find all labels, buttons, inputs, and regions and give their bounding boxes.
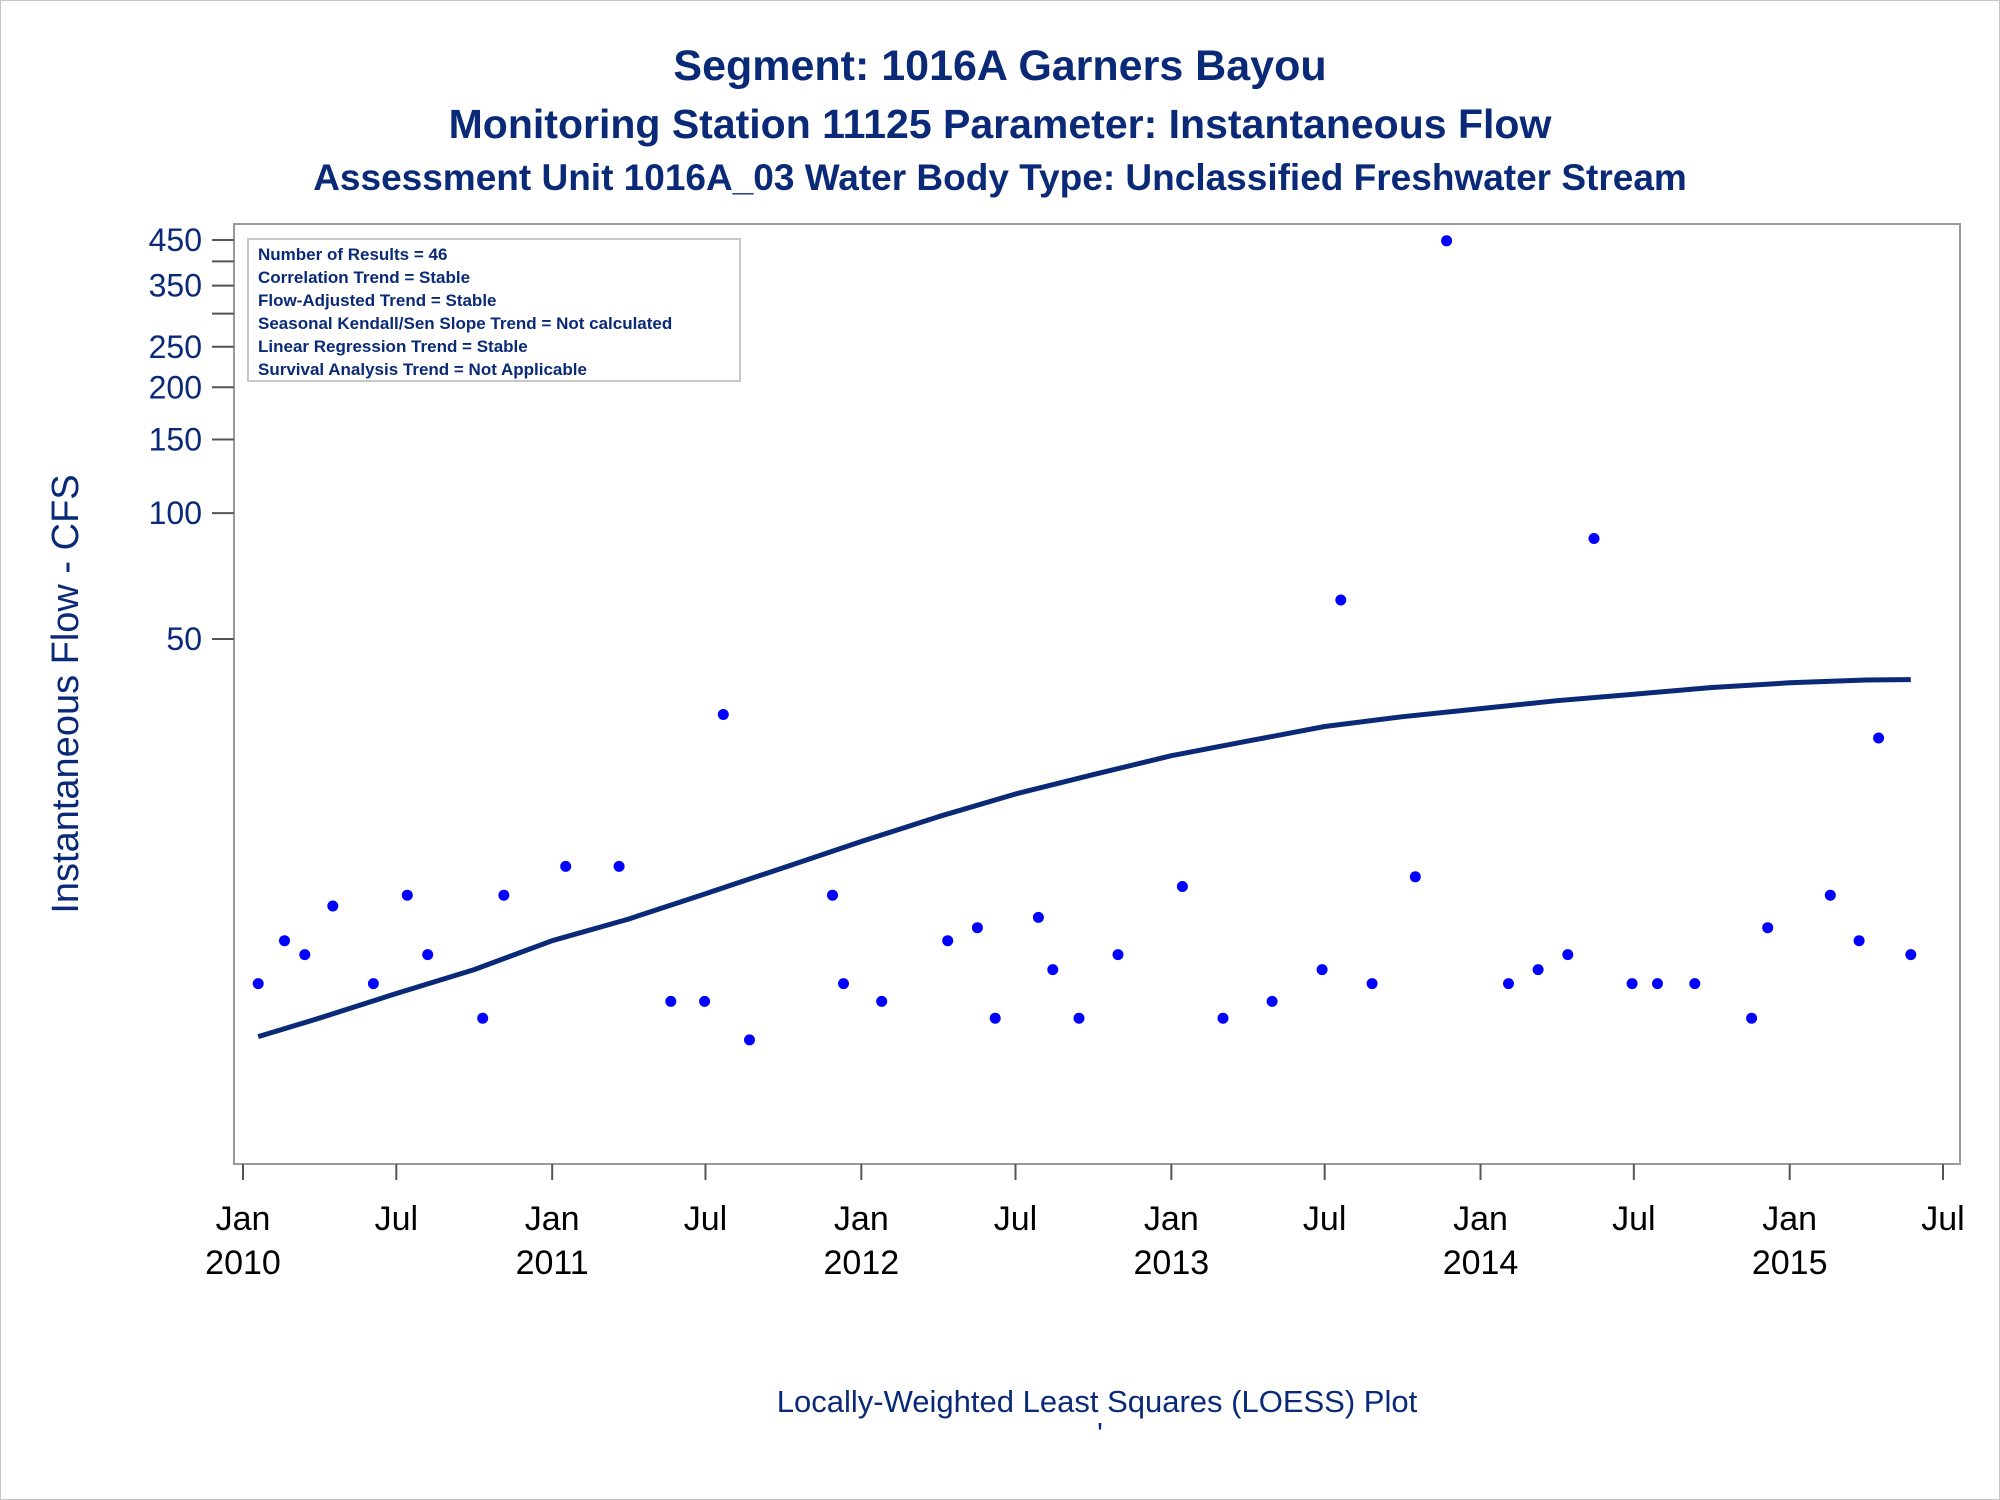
y-axis-label: Instantaneous Flow - CFS xyxy=(45,474,87,913)
data-point xyxy=(876,995,888,1007)
data-point xyxy=(327,900,339,912)
data-point xyxy=(1316,964,1328,976)
data-point xyxy=(1047,964,1059,976)
data-point xyxy=(1532,964,1544,976)
x-tick-month: Jan xyxy=(834,1200,889,1238)
data-point xyxy=(560,860,572,872)
x-tick-month: Jul xyxy=(684,1200,727,1238)
x-tick-year: 2010 xyxy=(205,1244,281,1282)
data-point xyxy=(1266,995,1278,1007)
chart-footnote: Locally-Weighted Least Squares (LOESS) P… xyxy=(777,1384,1418,1419)
data-point xyxy=(1503,978,1514,990)
data-point xyxy=(971,922,983,934)
data-point xyxy=(1366,978,1378,990)
data-point xyxy=(422,949,434,961)
x-tick-year: 2014 xyxy=(1443,1244,1519,1282)
chart-subtitle-2: Assessment Unit 1016A_03 Water Body Type… xyxy=(313,157,1687,198)
x-tick-month: Jul xyxy=(375,1200,418,1238)
stats-line: Survival Analysis Trend = Not Applicable xyxy=(258,360,587,379)
x-tick-month: Jul xyxy=(1921,1200,1964,1238)
x-tick-month: Jan xyxy=(525,1200,580,1238)
x-tick-month: Jul xyxy=(1303,1200,1346,1238)
stats-line: Number of Results = 46 xyxy=(258,245,447,264)
chart-title: Segment: 1016A Garners Bayou xyxy=(673,42,1326,90)
data-point xyxy=(827,889,838,901)
data-point xyxy=(942,935,954,947)
data-point xyxy=(1689,978,1701,990)
y-tick-label: 200 xyxy=(149,369,202,405)
data-point xyxy=(1335,594,1347,606)
stats-box: Number of Results = 46 Correlation Trend … xyxy=(247,238,741,382)
data-point xyxy=(1824,889,1836,901)
data-point xyxy=(401,889,413,901)
y-axis: 450 350 250 200 150 100 50 xyxy=(149,222,234,657)
data-point xyxy=(477,1012,489,1024)
x-tick-month: Jan xyxy=(1144,1200,1199,1238)
data-point xyxy=(1176,881,1188,892)
data-point xyxy=(252,978,264,990)
y-tick-label: 150 xyxy=(149,422,202,458)
data-point xyxy=(1217,1012,1229,1024)
loess-line xyxy=(257,677,1911,1039)
data-point xyxy=(1562,949,1574,961)
y-tick-label: 50 xyxy=(166,621,202,657)
data-point xyxy=(744,1034,755,1046)
loess-layer xyxy=(257,677,1911,1039)
stats-box-border xyxy=(247,238,741,382)
x-tick-year: 2011 xyxy=(516,1244,589,1282)
y-tick-label: 450 xyxy=(149,222,202,258)
data-point xyxy=(498,889,510,901)
stats-line: Flow-Adjusted Trend = Stable xyxy=(258,291,497,310)
data-point xyxy=(613,860,625,872)
data-point xyxy=(1905,949,1917,961)
x-tick-year: 2015 xyxy=(1752,1244,1828,1282)
data-point xyxy=(299,949,311,961)
y-tick-label: 350 xyxy=(149,268,202,304)
data-point xyxy=(1762,922,1774,934)
data-point xyxy=(1746,1012,1758,1024)
data-point xyxy=(1626,978,1638,990)
x-tick-month: Jul xyxy=(1612,1200,1655,1238)
data-point xyxy=(699,995,711,1007)
chart-footnote-mark: ' xyxy=(1097,1416,1103,1451)
data-point xyxy=(989,1012,1001,1024)
x-tick-year: 2013 xyxy=(1134,1244,1210,1282)
stats-line: Seasonal Kendall/Sen Slope Trend = Not c… xyxy=(258,314,672,333)
x-tick-year: 2012 xyxy=(824,1244,900,1282)
points-layer xyxy=(252,235,1917,1046)
x-tick-month: Jul xyxy=(994,1200,1037,1238)
plot-area xyxy=(233,223,1961,1165)
stats-line: Correlation Trend = Stable xyxy=(258,268,470,287)
data-point xyxy=(1032,911,1044,923)
stats-line: Linear Regression Trend = Stable xyxy=(258,337,528,356)
data-point xyxy=(1409,871,1421,883)
x-axis: Jan 2010 Jul Jan 2011 Jul Jan 2012 Jul Jan 2013 Jul… xyxy=(205,1164,1965,1282)
data-point xyxy=(838,978,849,990)
data-point xyxy=(1073,1012,1085,1024)
data-point xyxy=(1588,533,1600,544)
data-point xyxy=(1441,235,1453,247)
y-tick-label: 100 xyxy=(149,495,202,531)
data-point xyxy=(1853,935,1865,947)
y-tick-label: 250 xyxy=(149,329,202,365)
x-tick-month: Jan xyxy=(216,1200,271,1238)
data-point xyxy=(1873,732,1885,744)
data-point xyxy=(1112,949,1124,961)
data-point xyxy=(717,709,729,720)
x-tick-month: Jan xyxy=(1453,1200,1508,1238)
data-point xyxy=(279,935,290,947)
data-point xyxy=(367,978,379,990)
x-tick-month: Jan xyxy=(1762,1200,1817,1238)
chart-subtitle: Monitoring Station 11125 Parameter: Inst… xyxy=(449,101,1552,147)
data-point xyxy=(1652,978,1663,990)
data-point xyxy=(665,995,677,1007)
